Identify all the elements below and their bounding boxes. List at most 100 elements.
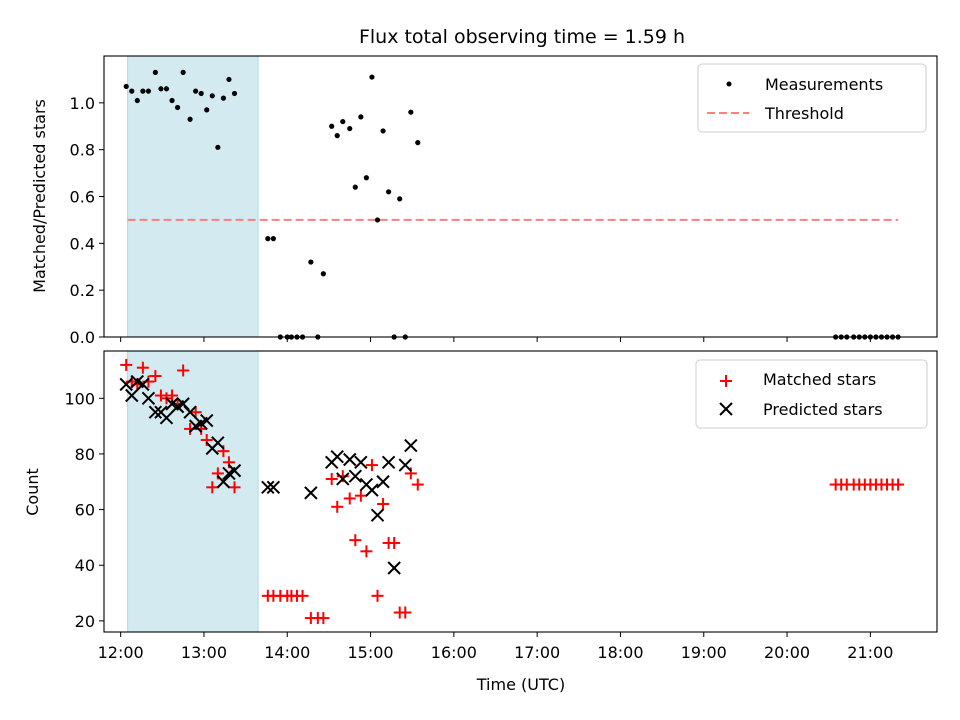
- top-x-axis-ticks: [120, 337, 871, 342]
- measurement-point: [140, 88, 146, 94]
- measurement-point: [386, 189, 392, 195]
- matched-star-point: [388, 536, 401, 549]
- predicted-star-point: [141, 391, 156, 406]
- matched-star-point: [189, 406, 202, 419]
- measurement-point: [347, 125, 353, 132]
- measurement-point: [152, 69, 158, 75]
- measurement-point: [187, 116, 193, 122]
- predicted-star-point: [387, 561, 401, 575]
- matched-star-point: [177, 364, 190, 377]
- legend-measurements-marker: [726, 81, 732, 87]
- predicted-star-point: [365, 483, 379, 497]
- predicted-star-point: [159, 411, 174, 425]
- measurement-point: [209, 93, 215, 99]
- bottom-x-axis-title: Time (UTC): [476, 675, 565, 694]
- predicted-star-point: [304, 486, 318, 500]
- bottom-x-tick-label: 19:00: [681, 643, 727, 662]
- top-shaded-span: [127, 55, 259, 338]
- top-y-axis-title: Matched/Predicted stars: [30, 99, 49, 293]
- matched-star-point: [296, 589, 309, 602]
- matched-star-point: [325, 472, 338, 485]
- measurement-point: [374, 217, 381, 223]
- bottom-x-tick-label: 21:00: [847, 643, 893, 662]
- bottom-legend-box: [695, 359, 928, 429]
- legend-threshold-label: Threshold: [764, 104, 844, 123]
- measurement-point: [215, 144, 221, 150]
- matched-stars-series: [120, 358, 905, 625]
- matched-star-point: [365, 459, 378, 472]
- top-plot-frame: [103, 55, 938, 338]
- bottom-y-axis: 20 40 60 80 100: [64, 389, 104, 631]
- predicted-star-point: [348, 469, 362, 483]
- measurement-point: [265, 236, 271, 242]
- measurement-point: [363, 175, 369, 181]
- bottom-x-tick-label: 12:00: [98, 643, 144, 662]
- predicted-star-point: [216, 475, 231, 489]
- predicted-star-point: [343, 452, 357, 467]
- bottom-x-axis: 12:00 13:00 14:00 15:00 16:00 17:00 18:00 19:00…: [98, 632, 893, 662]
- bottom-x-tick-label: 20:00: [764, 643, 810, 662]
- measurement-point: [204, 107, 210, 113]
- top-legend: Measurements Threshold: [697, 63, 927, 133]
- matched-star-point: [377, 498, 390, 511]
- matched-star-point: [136, 361, 149, 374]
- legend-measurements-label: Measurements: [765, 75, 883, 94]
- measurement-point: [174, 104, 181, 111]
- bottom-x-tick-label: 13:00: [181, 643, 227, 662]
- predicted-star-point: [200, 413, 214, 428]
- bottom-x-tick-label: 15:00: [348, 643, 394, 662]
- predicted-star-point: [330, 450, 344, 464]
- matched-star-point: [149, 370, 162, 383]
- top-y-tick-label: 0.2: [70, 281, 95, 300]
- legend-predicted-label: Predicted stars: [763, 400, 883, 419]
- measurement-point: [380, 128, 386, 134]
- measurement-point: [231, 90, 238, 97]
- measurement-point: [329, 123, 335, 129]
- measurement-point: [198, 90, 204, 97]
- matched-star-point: [206, 481, 219, 494]
- matched-star-point: [343, 492, 356, 505]
- measurement-point: [358, 114, 364, 120]
- predicted-star-point: [336, 472, 350, 486]
- matched-star-point: [360, 545, 373, 558]
- top-y-tick-label: 1.0: [70, 94, 95, 113]
- predicted-star-point: [125, 388, 139, 403]
- matched-star-point: [166, 389, 179, 402]
- predicted-star-point: [211, 436, 225, 450]
- bottom-plot-frame: [103, 350, 938, 633]
- bottom-shaded-span: [127, 350, 259, 633]
- measurement-point: [129, 88, 135, 94]
- bottom-x-tick-label: 17:00: [514, 643, 560, 662]
- predicted-star-point: [183, 405, 197, 419]
- matched-star-point: [317, 612, 330, 625]
- predicted-stars-series: [119, 374, 418, 575]
- measurement-point: [320, 271, 326, 277]
- top-y-tick-label: 0.0: [70, 328, 95, 347]
- predicted-star-point: [136, 377, 150, 392]
- matched-star-point: [120, 358, 133, 371]
- measurement-point: [408, 109, 414, 115]
- measurement-point: [340, 118, 346, 125]
- matched-star-point: [331, 500, 344, 513]
- measurement-point: [123, 83, 129, 90]
- bottom-x-tick-label: 18:00: [597, 643, 643, 662]
- predicted-star-point: [398, 458, 412, 472]
- bottom-y-tick-label: 40: [75, 556, 95, 575]
- measurement-point: [270, 236, 276, 242]
- matched-star-point: [411, 478, 424, 491]
- predicted-star-point: [119, 377, 133, 392]
- predicted-star-point: [376, 475, 390, 489]
- top-y-tick-label: 0.4: [70, 234, 95, 253]
- measurement-point: [193, 88, 199, 94]
- measurement-point: [415, 140, 421, 146]
- measurement-point: [220, 95, 226, 101]
- measurement-point: [334, 133, 340, 139]
- predicted-star-point: [266, 480, 281, 495]
- measurement-point: [145, 88, 152, 94]
- matched-star-point: [154, 389, 167, 402]
- measurement-point: [308, 259, 314, 265]
- legend-predicted-marker: [719, 402, 733, 416]
- top-y-axis: 0.0 0.2 0.4 0.6 0.8 1.0: [70, 94, 104, 347]
- bottom-panel: 20 40 60 80 100 12:00 13:00 14:00 15:00 16:00 17:…: [23, 350, 938, 694]
